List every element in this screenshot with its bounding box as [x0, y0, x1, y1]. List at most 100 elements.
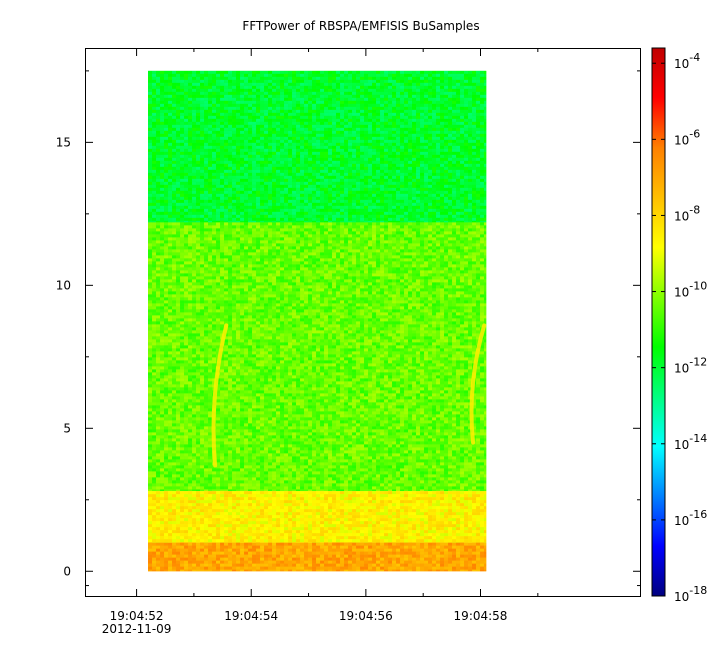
spectrogram-cell: [344, 220, 349, 223]
spectrogram-cell: [376, 217, 381, 221]
spectrogram-cell: [160, 228, 165, 232]
spectrogram-cell: [452, 82, 457, 86]
spectrogram-cell: [456, 222, 461, 226]
spectrogram-cell: [284, 178, 289, 182]
spectrogram-cell: [148, 115, 153, 119]
spectrogram-cell: [364, 73, 369, 77]
spectrogram-cell: [224, 193, 229, 197]
spectrogram-cell: [392, 205, 397, 209]
spectrogram-cell: [300, 106, 305, 110]
spectrogram-cell: [304, 142, 309, 146]
spectrogram-cell: [348, 127, 353, 131]
spectrogram-cell: [192, 154, 197, 158]
spectrogram-cell: [448, 154, 453, 158]
spectrogram-cell: [448, 222, 453, 226]
spectrogram-cell: [308, 196, 313, 200]
spectrogram-cell: [392, 136, 397, 140]
spectrogram-cell: [332, 82, 337, 86]
spectrogram-cell: [396, 157, 401, 161]
spectrogram-cell: [404, 70, 409, 74]
spectrogram-cell: [412, 97, 417, 101]
spectrogram-cell: [416, 181, 421, 185]
spectrogram-cell: [328, 139, 333, 143]
spectrogram-cell: [472, 202, 477, 206]
spectrogram-cell: [176, 124, 181, 128]
spectrogram-cell: [220, 172, 225, 176]
spectrogram-cell: [244, 106, 249, 110]
spectrogram-cell: [464, 109, 469, 113]
spectrogram-cell: [228, 94, 233, 98]
spectrogram-cell: [196, 175, 201, 179]
spectrogram-cell: [280, 76, 285, 80]
spectrogram-cell: [204, 88, 209, 92]
spectrogram-cell: [300, 139, 305, 143]
spectrogram-cell: [416, 163, 421, 167]
spectrogram-cell: [316, 148, 321, 152]
spectrogram-cell: [236, 121, 241, 125]
spectrogram-cell: [364, 234, 369, 238]
spectrogram-cell: [388, 199, 393, 203]
spectrogram-cell: [172, 240, 177, 244]
spectrogram-cell: [372, 148, 377, 152]
spectrogram-cell: [176, 79, 181, 83]
spectrogram-cell: [360, 109, 365, 113]
spectrogram-cell: [424, 91, 429, 95]
spectrogram-cell: [324, 112, 329, 116]
spectrogram-cell: [412, 136, 417, 140]
spectrogram-cell: [344, 82, 349, 86]
spectrogram-cell: [324, 157, 329, 161]
spectrogram-cell: [260, 169, 265, 173]
spectrogram-cell: [400, 237, 405, 241]
spectrogram-cell: [256, 240, 261, 244]
spectrogram-cell: [468, 136, 473, 140]
spectrogram-cell: [164, 91, 169, 95]
spectrogram-cell: [284, 88, 289, 92]
spectrogram-cell: [436, 130, 441, 134]
spectrogram-cell: [308, 166, 313, 170]
spectrogram-cell: [280, 103, 285, 107]
spectrogram-cell: [204, 124, 209, 128]
spectrogram-cell: [300, 178, 305, 182]
spectrogram-cell: [376, 145, 381, 149]
spectrogram-cell: [384, 193, 389, 197]
spectrogram-cell: [212, 211, 217, 215]
spectrogram-cell: [352, 91, 357, 95]
spectrogram-cell: [404, 175, 409, 179]
spectrogram-cell: [320, 190, 325, 194]
spectrogram-cell: [160, 127, 165, 131]
spectrogram-cell: [420, 76, 425, 80]
spectrogram-cell: [388, 184, 393, 188]
spectrogram-cell: [468, 73, 473, 77]
spectrogram-cell: [308, 79, 313, 83]
spectrogram-cell: [336, 234, 341, 238]
spectrogram-cell: [464, 220, 469, 223]
spectrogram-cell: [348, 82, 353, 86]
spectrogram-cell: [164, 121, 169, 125]
spectrogram-cell: [180, 202, 185, 206]
spectrogram-cell: [216, 178, 221, 182]
spectrogram-cell: [404, 112, 409, 116]
spectrogram-cell: [408, 196, 413, 200]
spectrogram-cell: [152, 187, 157, 191]
spectrogram-cell: [444, 211, 449, 215]
spectrogram-cell: [408, 190, 413, 194]
spectrogram-cell: [432, 163, 437, 167]
spectrogram-cell: [484, 106, 487, 110]
spectrogram-cell: [440, 130, 445, 134]
spectrogram-cell: [332, 109, 337, 113]
spectrogram-cell: [332, 166, 337, 170]
spectrogram-cell: [184, 85, 189, 89]
spectrogram-cell: [216, 199, 221, 203]
spectrogram-cell: [272, 88, 277, 92]
spectrogram-cell: [380, 228, 385, 232]
spectrogram-cell: [356, 151, 361, 155]
spectrogram-cell: [404, 97, 409, 101]
spectrogram-cell: [344, 73, 349, 77]
spectrogram-cell: [228, 190, 233, 194]
spectrogram-cell: [260, 139, 265, 143]
spectrogram-cell: [248, 225, 253, 229]
spectrogram-cell: [408, 88, 413, 92]
spectrogram-cell: [228, 91, 233, 95]
spectrogram-cell: [164, 118, 169, 122]
spectrogram-cell: [348, 240, 353, 244]
